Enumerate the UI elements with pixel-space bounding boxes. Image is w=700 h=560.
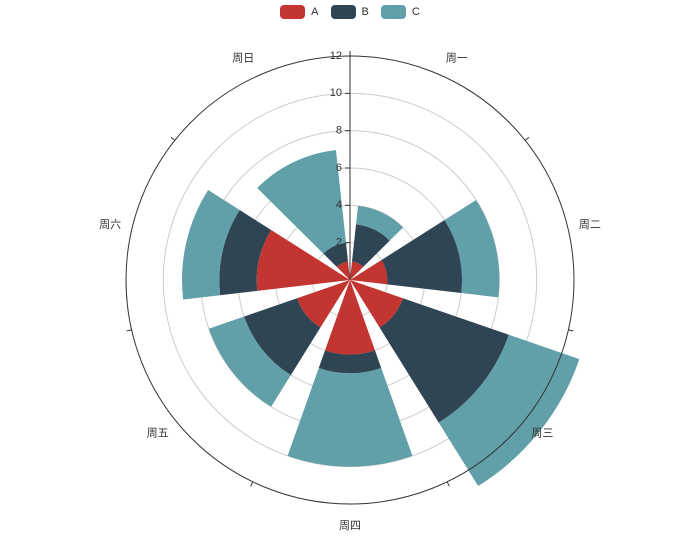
angle-tick: [250, 481, 254, 487]
angle-tick: [170, 136, 176, 141]
bar-c-3[interactable]: [438, 334, 580, 487]
radius-tick-label-12: 12: [330, 50, 342, 62]
category-label-2: 周二: [579, 218, 601, 231]
bar-c-4[interactable]: [287, 367, 413, 467]
legend-label-a: A: [311, 6, 319, 18]
bar-c-6[interactable]: [182, 189, 240, 300]
legend-swatch-c: [380, 5, 406, 19]
bar-b-4[interactable]: [318, 350, 382, 374]
bar-c-1[interactable]: [356, 205, 404, 241]
legend-item-c[interactable]: C: [380, 5, 420, 19]
legend-label-b: B: [361, 6, 369, 18]
radius-tick-label-8: 8: [336, 125, 342, 137]
bar-b-7[interactable]: [323, 242, 348, 267]
bar-b-6[interactable]: [219, 209, 272, 296]
bar-a-4[interactable]: [325, 280, 375, 355]
bar-a-2[interactable]: [350, 259, 388, 285]
legend-swatch-b: [330, 5, 356, 19]
legend-item-a[interactable]: A: [280, 5, 319, 19]
category-label-1: 周一: [446, 51, 468, 64]
bar-b-2[interactable]: [381, 219, 462, 294]
radius-tick-label-4: 4: [336, 199, 342, 211]
angle-tick: [568, 329, 574, 332]
category-label-5: 周五: [147, 426, 169, 439]
legend: A B C: [0, 4, 700, 20]
angle-tick: [524, 136, 530, 141]
radius-tick-label-10: 10: [330, 87, 342, 99]
category-label-3: 周三: [531, 426, 553, 439]
bar-c-2[interactable]: [444, 199, 500, 298]
angle-tick: [126, 329, 132, 332]
bar-a-3[interactable]: [350, 280, 403, 328]
bar-layer: [182, 150, 580, 487]
bar-b-3[interactable]: [379, 298, 509, 423]
category-label-4: 周四: [339, 519, 361, 532]
bar-a-7[interactable]: [336, 261, 350, 280]
category-label-7: 周日: [232, 51, 254, 64]
bar-c-7[interactable]: [257, 150, 346, 254]
legend-swatch-a: [280, 5, 306, 19]
bar-b-1[interactable]: [352, 224, 390, 267]
category-label-6: 周六: [99, 218, 121, 231]
bar-c-5[interactable]: [208, 316, 291, 407]
radius-tick-label-2: 2: [336, 237, 342, 249]
radius-tick-label-6: 6: [336, 162, 342, 174]
bar-a-1[interactable]: [350, 261, 364, 280]
angle-tick: [446, 481, 450, 487]
bar-a-6[interactable]: [256, 229, 350, 291]
bar-a-5[interactable]: [297, 280, 350, 328]
bar-b-5[interactable]: [244, 298, 321, 376]
legend-label-c: C: [411, 6, 420, 18]
legend-item-b[interactable]: B: [330, 5, 369, 19]
